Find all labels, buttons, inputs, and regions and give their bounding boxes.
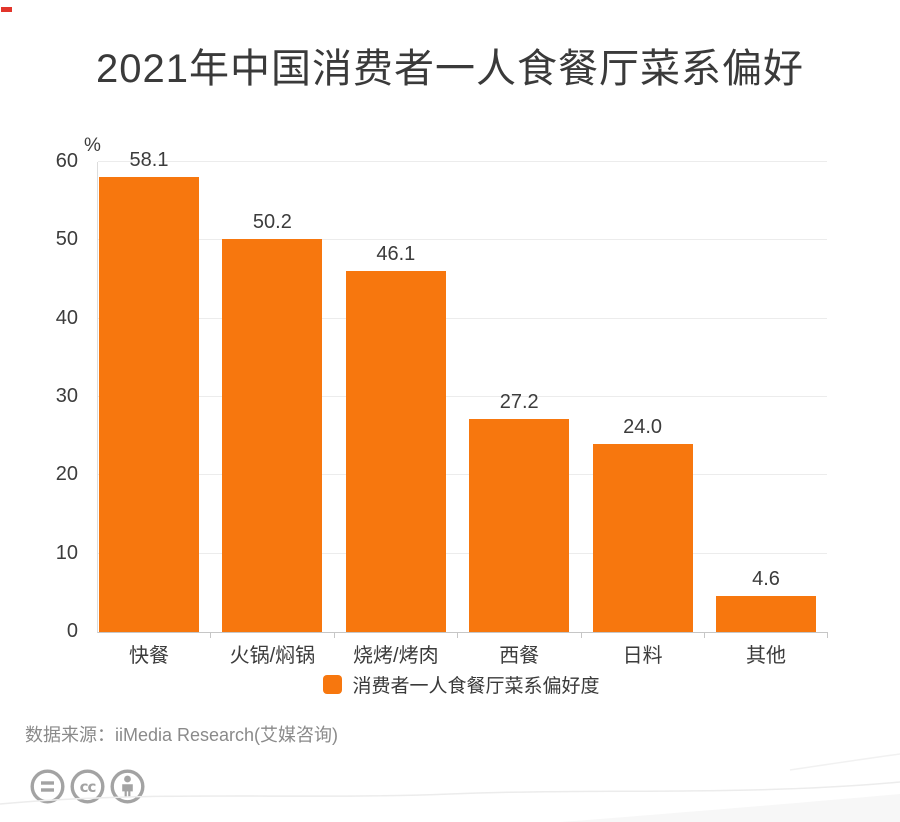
gridline [98, 396, 827, 397]
y-axis-tick-label: 0 [66, 620, 78, 642]
gridline [98, 317, 827, 319]
y-axis-tick-label: 60 [55, 150, 78, 172]
bar [592, 444, 693, 632]
legend-label: 消费者一人食餐厅菜系偏好度 [352, 676, 600, 697]
x-axis-tick-mark [333, 632, 335, 638]
bar [716, 595, 816, 632]
bar-value-label: 50.2 [252, 210, 292, 233]
bar [345, 270, 446, 632]
legend-color-swatch [323, 675, 343, 694]
svg-text:cc: cc [80, 778, 96, 796]
y-axis-tick-label: 50 [55, 228, 78, 251]
x-axis-category-label: 西餐 [499, 645, 540, 667]
bar-value-label: 24.0 [623, 416, 663, 438]
y-axis-unit-label: % [84, 135, 101, 156]
x-axis-category-label: 火锅/焖锅 [229, 645, 316, 667]
gridline [98, 239, 827, 241]
chart-legend: 消费者一人食餐厅菜系偏好度 [97, 671, 826, 698]
x-axis-tick-mark [580, 632, 582, 638]
y-axis-tick-labels: 0 10 20 30 40 50 60 [0, 150, 78, 642]
bar [469, 418, 570, 632]
bar-value-label: 4.6 [752, 567, 780, 590]
bar-value-label: 27.2 [499, 390, 539, 413]
chart-title: 2021年中国消费者一人食餐厅菜系偏好 [96, 47, 804, 91]
x-axis-category-label: 烧烤/烤肉 [353, 645, 439, 667]
x-axis-category-label: 快餐 [129, 645, 169, 667]
gridline [98, 161, 827, 162]
y-axis-tick-label: 40 [55, 306, 78, 329]
license-badge-row: cc [29, 768, 146, 805]
x-axis-tick-mark [457, 632, 459, 638]
bar-value-label: 46.1 [376, 242, 416, 265]
data-source-note: 数据来源：iiMedia Research(艾媒咨询) [25, 725, 339, 745]
equals-circle-icon [30, 769, 65, 804]
x-axis-tick-mark [704, 632, 705, 638]
corner-red-mark [1, 7, 12, 12]
bar [99, 176, 199, 632]
person-circle-icon [110, 769, 145, 804]
y-axis-tick-label: 20 [55, 463, 78, 486]
x-axis-tick-mark [827, 632, 829, 638]
gridline [98, 552, 827, 554]
y-axis-tick-label: 30 [55, 385, 78, 407]
bar-chart-plot-area: 58.1 快餐 50.2 火锅/焖锅 46.1 烧烤/烤肉 27.2 西餐 24.0 日料 4.6 其… [97, 149, 829, 667]
x-axis-category-label: 其他 [746, 645, 786, 667]
bar-value-label: 58.1 [129, 148, 169, 171]
x-axis-tick-mark [210, 632, 212, 638]
gridline [98, 474, 827, 476]
cc-circle-icon: cc [70, 769, 105, 804]
bar [222, 238, 323, 632]
x-axis-category-label: 日料 [622, 645, 663, 667]
y-axis-tick-label: 10 [55, 541, 78, 564]
